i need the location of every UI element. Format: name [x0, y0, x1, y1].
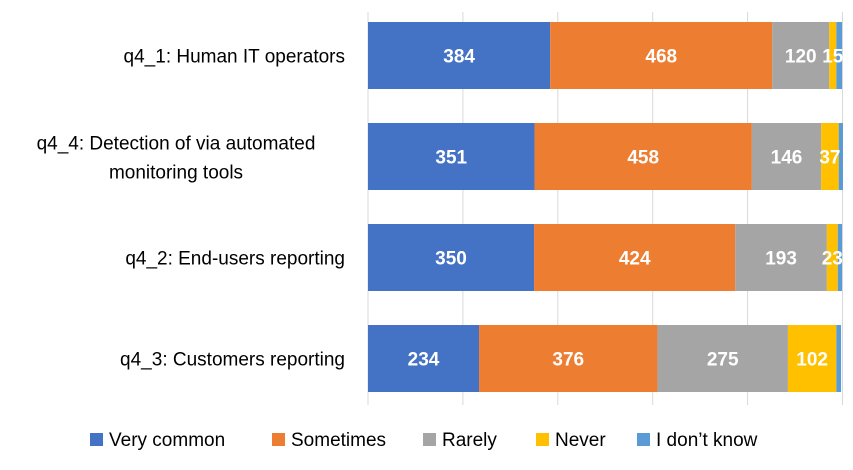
- bar-segment: [787, 325, 837, 392]
- data-label: 468: [645, 47, 677, 68]
- data-label: 234: [408, 350, 440, 371]
- category-label: q4_1: Human IT operators: [124, 47, 345, 68]
- bar-segment: [368, 224, 535, 291]
- legend-swatch: [637, 433, 650, 446]
- bar-segment: [657, 325, 788, 392]
- bar-segment: [829, 22, 837, 89]
- legend-label: I don’t know: [656, 430, 758, 451]
- data-label: 15: [822, 47, 844, 68]
- data-label: 120: [785, 47, 817, 68]
- bar-segment: [534, 123, 752, 190]
- data-label: 102: [796, 350, 828, 371]
- legend-swatch: [536, 433, 549, 446]
- data-labels: 384 468 120 15 351 458 146 37 350 424 193 23 234 376 2…: [408, 47, 844, 371]
- bar-segment: [550, 22, 773, 89]
- bar-segment: [368, 22, 551, 89]
- data-label: 351: [435, 148, 467, 169]
- category-label: q4_3: Customers reporting: [120, 350, 345, 371]
- data-label: 458: [627, 148, 659, 169]
- legend-label: Sometimes: [291, 430, 386, 451]
- bar-segment: [368, 325, 480, 392]
- data-label: 37: [819, 148, 840, 169]
- bar-segment: [838, 123, 843, 190]
- data-label: 23: [822, 249, 843, 270]
- data-label: 275: [707, 350, 739, 371]
- data-label: 376: [552, 350, 584, 371]
- legend: Very common Sometimes Rarely Never I don’t k…: [90, 430, 758, 451]
- bar-segment: [534, 224, 736, 291]
- bar-segment: [735, 224, 827, 291]
- bar-segment: [836, 22, 843, 89]
- bar-segment: [821, 123, 839, 190]
- bar-segment: [368, 123, 535, 190]
- bar-segment: [837, 224, 843, 291]
- data-label: 193: [765, 249, 797, 270]
- legend-label: Never: [555, 430, 606, 451]
- category-labels: q4_1: Human IT operators q4_4: Detection …: [37, 47, 345, 371]
- category-label: q4_4: Detection of via automated monitori…: [37, 134, 316, 184]
- category-label: q4_2: End-users reporting: [125, 249, 345, 270]
- data-label: 424: [619, 249, 651, 270]
- legend-swatch: [272, 433, 285, 446]
- legend-swatch: [423, 433, 436, 446]
- legend-label: Rarely: [442, 430, 497, 451]
- bar-segment: [479, 325, 658, 392]
- data-label: 146: [771, 148, 803, 169]
- bar-segment: [826, 224, 838, 291]
- data-label: 384: [443, 47, 475, 68]
- data-label: 350: [435, 249, 467, 270]
- bar-segment: [772, 22, 830, 89]
- legend-swatch: [90, 433, 103, 446]
- legend-label: Very common: [109, 430, 225, 451]
- bar-segment: [751, 123, 822, 190]
- bars: [368, 22, 843, 392]
- bar-segment: [836, 325, 842, 392]
